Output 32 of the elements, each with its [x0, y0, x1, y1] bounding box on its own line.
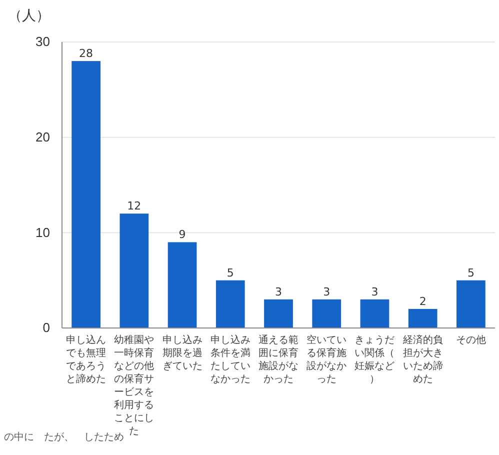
data-label: 3 — [323, 285, 330, 298]
y-tick-label: 30 — [36, 34, 50, 50]
x-tick-label: 経済的負担が大きいため諦めた — [402, 334, 443, 385]
x-tick-label: 通える範囲に保育施設がなかった — [258, 334, 298, 385]
x-tick-label: 空いている保育施設がなかった — [306, 334, 347, 385]
bar — [168, 242, 197, 328]
x-tick-label: きょうだい関係（妊娠など） — [354, 335, 395, 385]
bar — [456, 280, 486, 328]
x-tick-label: その他 — [456, 334, 486, 346]
y-tick-label: 10 — [36, 224, 50, 240]
bar — [72, 61, 100, 328]
data-label: 3 — [275, 285, 282, 298]
y-tick-label: 20 — [36, 129, 50, 144]
data-label: 5 — [226, 266, 234, 280]
text: の中に たが、 したため — [4, 431, 124, 443]
data-label: 9 — [178, 228, 186, 242]
bar — [408, 308, 438, 328]
bar — [312, 299, 342, 328]
data-label: 2 — [419, 294, 426, 308]
bar — [264, 299, 293, 328]
data-label: 5 — [467, 266, 474, 280]
data-label: 12 — [127, 200, 142, 213]
x-tick-label: 申し込み期限を過ぎていた — [162, 334, 202, 372]
bar — [120, 214, 149, 328]
y-axis-title: （人） — [8, 8, 50, 24]
x-tick-label: 申し込み条件を満たしていなかった — [210, 334, 250, 385]
x-tick-label: 申し込んでも無理であろうと諦めた — [66, 334, 106, 385]
bar — [216, 280, 245, 328]
data-label: 28 — [79, 47, 94, 60]
data-label: 3 — [371, 285, 378, 298]
y-tick-label: 0 — [42, 320, 50, 336]
bar — [360, 299, 390, 328]
